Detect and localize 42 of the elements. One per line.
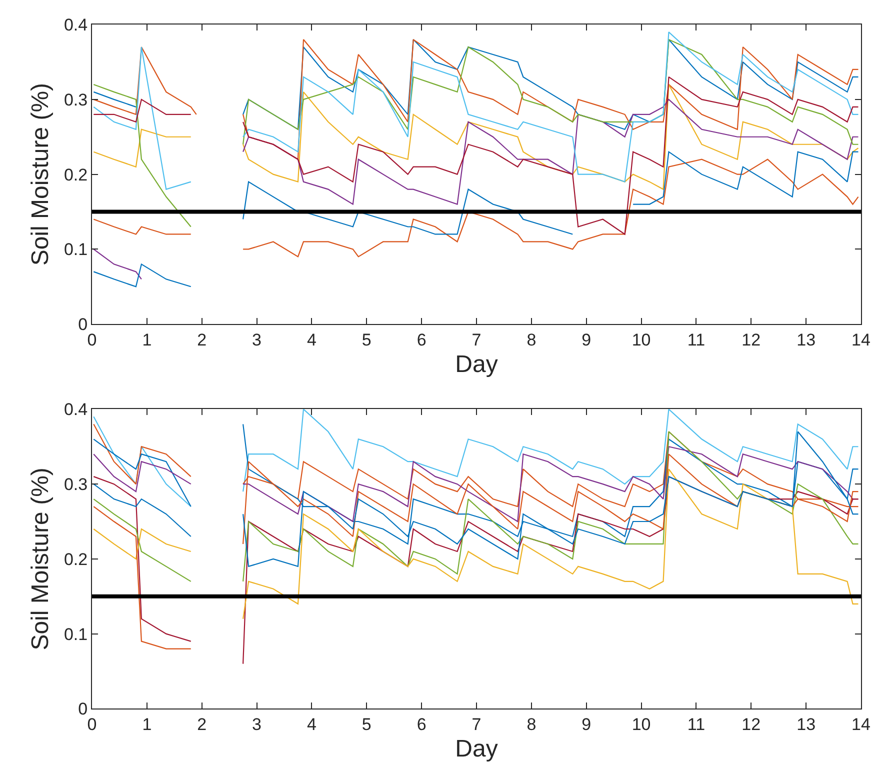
x-tick-label: 9 (582, 715, 592, 734)
y-tick-label: 0.2 (64, 165, 88, 184)
x-tick-label: 4 (306, 715, 316, 734)
x-tick-label: 5 (362, 330, 372, 350)
x-axis-title: Day (455, 735, 498, 762)
x-tick-label: 7 (472, 330, 482, 350)
x-tick-label: 13 (796, 715, 816, 734)
y-tick-label: 0.3 (64, 475, 88, 494)
y-tick-label: 0.1 (64, 240, 88, 260)
x-axis-title: Day (455, 350, 498, 378)
y-tick-label: 0 (78, 700, 88, 719)
x-tick-label: 12 (742, 715, 761, 734)
x-tick-label: 11 (687, 330, 706, 350)
x-tick-label: 14 (852, 715, 870, 734)
x-tick-label: 10 (632, 715, 651, 734)
y-axis-title: Soil Moisture (%) (27, 468, 54, 650)
y-tick-label: 0.4 (64, 400, 88, 420)
x-tick-label: 2 (197, 330, 207, 350)
y-tick-label: 0 (78, 315, 88, 334)
x-tick-label: 5 (362, 715, 372, 734)
x-tick-label: 4 (306, 330, 316, 350)
y-tick-label: 0.1 (64, 624, 88, 644)
x-tick-label: 8 (526, 330, 536, 350)
y-tick-label: 0.2 (64, 550, 88, 569)
x-tick-label: 3 (252, 715, 262, 734)
x-tick-label: 9 (582, 330, 592, 350)
y-tick-label: 0.3 (64, 90, 88, 110)
x-tick-label: 14 (852, 330, 870, 350)
x-tick-label: 12 (742, 330, 761, 350)
x-tick-label: 8 (526, 715, 536, 734)
x-tick-label: 6 (416, 715, 426, 734)
x-tick-label: 11 (687, 715, 706, 734)
x-tick-label: 13 (796, 330, 816, 350)
x-tick-label: 1 (142, 715, 152, 734)
x-tick-label: 3 (252, 330, 262, 350)
x-tick-label: 7 (472, 715, 482, 734)
x-tick-label: 1 (142, 330, 152, 350)
x-tick-label: 2 (197, 715, 207, 734)
y-tick-label: 0.4 (64, 15, 88, 34)
x-tick-label: 6 (416, 330, 426, 350)
x-tick-label: 10 (632, 330, 651, 350)
y-axis-title: Soil Moisture (%) (27, 82, 54, 266)
